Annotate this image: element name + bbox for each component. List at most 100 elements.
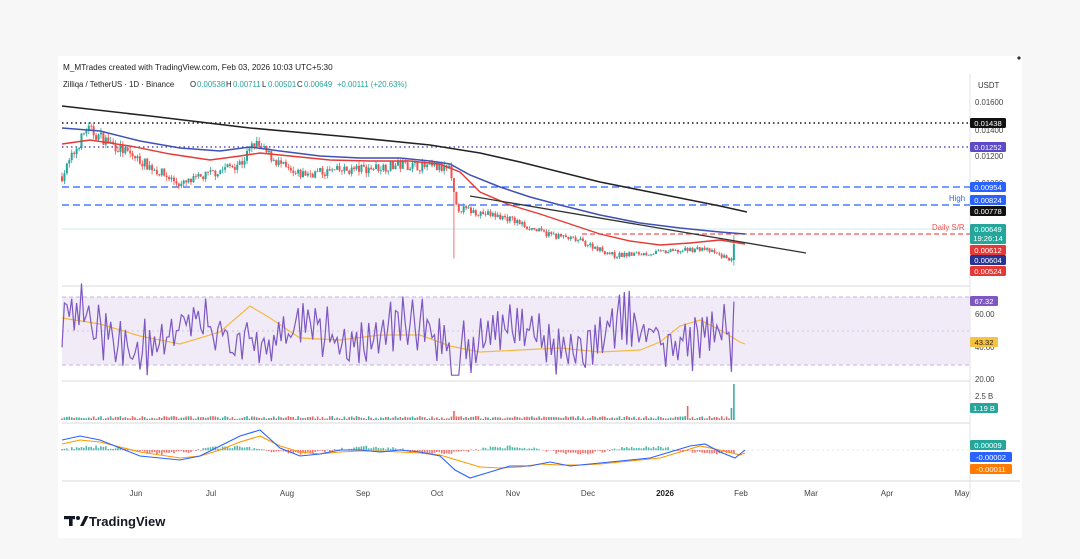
candle-body: [221, 169, 224, 171]
rsi-tick-20: 20.00: [975, 375, 995, 384]
macd-hist-text: 0.00009: [974, 441, 1001, 450]
candle-body: [550, 232, 553, 235]
candle-body: [141, 163, 144, 167]
macd-histogram-bar: [382, 447, 385, 451]
macd-histogram-bar: [119, 448, 122, 451]
rsi-ma-box: [970, 337, 998, 347]
volume-bar: [669, 417, 672, 420]
macd-histogram-bar: [268, 450, 270, 451]
macd-histogram-bar: [212, 446, 214, 451]
candle-body: [131, 153, 134, 157]
macd-histogram-bar: [87, 447, 90, 451]
macd-histogram-bar: [730, 450, 733, 453]
candle-body: [61, 176, 63, 182]
candle-body: [387, 170, 390, 172]
candle-body: [581, 238, 584, 242]
blue-ma-line: [61, 127, 746, 235]
volume-bar: [426, 418, 428, 420]
volume-tick: 2.5 B: [975, 392, 993, 401]
candle-body: [95, 135, 98, 140]
volume-bar: [192, 418, 195, 420]
macd-histogram-bar: [272, 450, 275, 453]
macd-histogram-bar: [156, 450, 158, 455]
volume-bar: [645, 416, 648, 420]
volume-bar: [92, 416, 95, 420]
volume-bar: [438, 418, 441, 420]
candle-body: [413, 162, 416, 164]
volume-bar: [258, 417, 260, 420]
candle-body: [618, 252, 621, 258]
macd-histogram-bar: [696, 450, 699, 452]
label-00778: 0.00778: [970, 206, 1006, 216]
candle-body: [107, 137, 110, 144]
label-00824: 0.00824: [970, 195, 1006, 205]
volume-bar: [402, 417, 404, 420]
candle-body: [640, 254, 643, 256]
macd-histogram-bar: [652, 446, 655, 451]
macd-histogram-bar: [231, 448, 234, 451]
volume-bar: [324, 418, 326, 420]
symbol-title: Zilliqa / TetherUS · 1D · Binance: [63, 80, 174, 89]
volume-bar: [506, 417, 509, 420]
volume-bar: [733, 384, 735, 420]
volume-bar: [450, 416, 453, 420]
macd-hist-box: [970, 440, 1006, 450]
macd-histogram-bar: [353, 447, 355, 451]
candle-body: [713, 249, 716, 253]
volume-bar: [78, 417, 80, 420]
candle-body: [219, 170, 222, 175]
volume-bar: [706, 418, 708, 420]
candle-body: [78, 148, 81, 150]
volume-bar: [448, 418, 450, 420]
currency-label: USDT: [978, 81, 999, 90]
macd-histogram-bar: [526, 449, 528, 451]
logo-mark-stem: [69, 516, 73, 526]
volume-bar: [234, 418, 236, 420]
candle-body: [401, 161, 404, 169]
macd-histogram-bar: [341, 447, 343, 451]
macd-histogram-bar: [506, 445, 509, 451]
volume-bar: [657, 416, 660, 420]
macd-histogram-bar: [380, 448, 382, 451]
candle-body: [552, 233, 555, 235]
macd-histogram-bar: [594, 450, 596, 452]
candle-body: [82, 133, 85, 135]
volume-bar: [117, 416, 119, 420]
macd-histogram-bar: [282, 450, 285, 452]
macd-histogram-bar: [618, 449, 621, 451]
macd-histogram-bar: [153, 450, 156, 453]
candle-body: [672, 249, 675, 251]
macd-histogram-bar: [394, 448, 397, 451]
macd-histogram-bar: [596, 450, 599, 451]
volume-bar: [625, 416, 628, 420]
candle-body: [129, 150, 132, 154]
volume-bar: [589, 417, 592, 420]
volume-bar: [443, 418, 445, 420]
candle-body: [379, 170, 382, 172]
volume-bar: [419, 416, 421, 420]
volume-bar: [616, 417, 618, 420]
candle-body: [703, 247, 706, 250]
close-value: 0.00649: [304, 80, 332, 89]
volume-bar: [470, 416, 472, 420]
candle-body: [314, 171, 317, 178]
volume-bar: [696, 418, 699, 420]
macd-histogram-bar: [411, 450, 414, 451]
macd-histogram-bar: [552, 450, 555, 451]
macd-histogram-bar: [569, 450, 572, 453]
candle-body: [679, 251, 682, 253]
candle-body: [732, 244, 735, 261]
volume-bar: [596, 418, 599, 420]
volume-bar: [309, 417, 312, 420]
volume-bar: [70, 417, 73, 420]
macd-histogram-bar: [251, 449, 253, 451]
price-pane: USDT 0.01600 0.01400 0.01200 0.01000 Hig…: [61, 81, 1006, 276]
macd-histogram-bar: [90, 446, 93, 451]
macd-histogram-bar: [139, 450, 141, 452]
candle-body: [143, 158, 146, 167]
macd-histogram-bar: [270, 450, 273, 453]
candle-body: [197, 174, 200, 177]
macd-histogram-bar: [574, 450, 577, 453]
candle-body: [489, 211, 492, 216]
volume-bar: [494, 416, 497, 420]
